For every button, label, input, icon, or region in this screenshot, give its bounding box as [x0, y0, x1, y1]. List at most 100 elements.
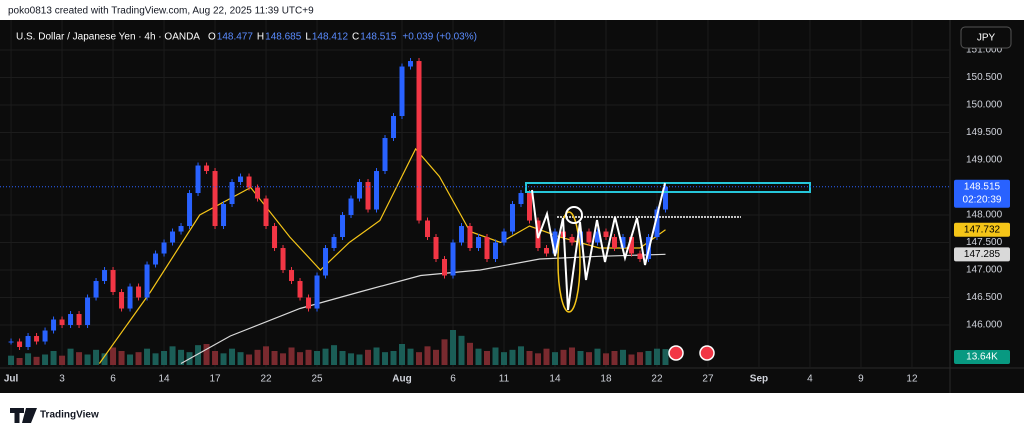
volume-bar [526, 351, 533, 365]
candle-body [68, 314, 74, 326]
volume-bar [297, 352, 304, 365]
x-tick-label: 3 [59, 374, 65, 385]
volume-bar [636, 352, 643, 365]
x-tick-label: 6 [110, 374, 116, 385]
candle-body [340, 215, 346, 238]
candle-body [543, 248, 549, 254]
candle-body [170, 231, 176, 243]
volume-bar [602, 353, 609, 365]
event-icon[interactable] [668, 345, 684, 361]
candle-body [263, 198, 269, 227]
candle-body [408, 61, 414, 67]
y-tick-label: 147.500 [966, 237, 1003, 248]
volume-bar [271, 351, 278, 365]
countdown: 02:20:39 [963, 194, 1002, 205]
ma-price-box [954, 247, 1010, 262]
x-tick-label: 14 [549, 374, 561, 385]
volume-bar [373, 347, 380, 365]
pattern-circle [565, 206, 583, 224]
candle-body [178, 226, 184, 232]
volume-bar [237, 352, 244, 365]
volume-bar [467, 342, 474, 365]
volume-bar [152, 353, 159, 365]
drawings [525, 182, 811, 361]
candle-body [416, 61, 422, 221]
candle-body [518, 193, 524, 205]
volume-bar [390, 351, 397, 365]
candle-body [8, 341, 14, 343]
candle-body [484, 237, 490, 260]
y-tick-label: 149.500 [966, 127, 1003, 138]
candle-body [289, 270, 295, 282]
x-tick-label: 12 [906, 374, 918, 385]
volume-bar [628, 354, 635, 365]
volume-bar [101, 353, 108, 365]
volume-bar [492, 347, 499, 365]
volume-bar [348, 353, 355, 365]
volume-bar [169, 346, 176, 365]
candle-body [450, 242, 456, 276]
event-icon[interactable] [699, 345, 715, 361]
volume-label: 13.64K [966, 352, 998, 363]
volume-bar [475, 348, 482, 365]
volume-bar [246, 354, 253, 365]
candle-body [662, 186, 668, 210]
candle-body [510, 204, 516, 232]
candle-body [323, 248, 329, 276]
candle-body [204, 165, 210, 172]
volume-bar [662, 349, 669, 365]
volume-bar [517, 346, 524, 365]
volume-layer [8, 330, 669, 365]
candle-body [212, 171, 218, 227]
volume-bar [619, 349, 626, 365]
candle-body [51, 319, 57, 331]
last-price-label: 148.515 [964, 181, 1001, 192]
candle-body [314, 275, 320, 309]
candle-body [102, 270, 108, 282]
volume-bar [560, 349, 567, 365]
legend: U.S. Dollar / Japanese Yen · 4h · OANDA … [16, 32, 477, 43]
candle-body [221, 204, 227, 227]
candle-body [628, 237, 634, 254]
candle-body [425, 220, 431, 238]
candle-body [76, 314, 82, 326]
candle-body [637, 253, 643, 260]
candle-body [459, 226, 465, 243]
volume-bar [305, 349, 312, 365]
volume-bar [611, 351, 618, 365]
volume-bar [25, 353, 32, 365]
ohlc-key: O [208, 32, 216, 43]
candle-body [357, 182, 363, 199]
currency-button[interactable] [960, 26, 1012, 49]
volume-bar [212, 351, 219, 365]
volume-bar [433, 349, 440, 365]
candle-body [577, 231, 583, 243]
candle-body [382, 138, 388, 172]
volume-bar [229, 348, 236, 365]
volume-bar [407, 348, 414, 365]
header-bar [0, 0, 1024, 20]
candle-body [374, 171, 380, 210]
candle-body [493, 242, 499, 260]
brand: TradingView [40, 410, 99, 421]
ohlc-key: H [257, 32, 264, 43]
candle-body [603, 231, 609, 238]
x-tick-label: 25 [311, 374, 323, 385]
volume-bar [450, 330, 457, 365]
candle-body [25, 336, 31, 348]
ohlc-key: C [352, 32, 359, 43]
candle-body [144, 264, 150, 298]
y-tick-label: 146.000 [966, 320, 1003, 331]
volume-bar [203, 344, 210, 365]
volume-bar [220, 353, 227, 365]
candle-body [654, 209, 660, 238]
candle-body [476, 237, 482, 249]
resistance-box [525, 182, 811, 193]
candle-body [110, 270, 116, 293]
candle-body [280, 248, 286, 271]
volume-bar [8, 355, 15, 365]
x-tick-label: Jul [4, 374, 19, 385]
volume-bar [365, 349, 372, 365]
